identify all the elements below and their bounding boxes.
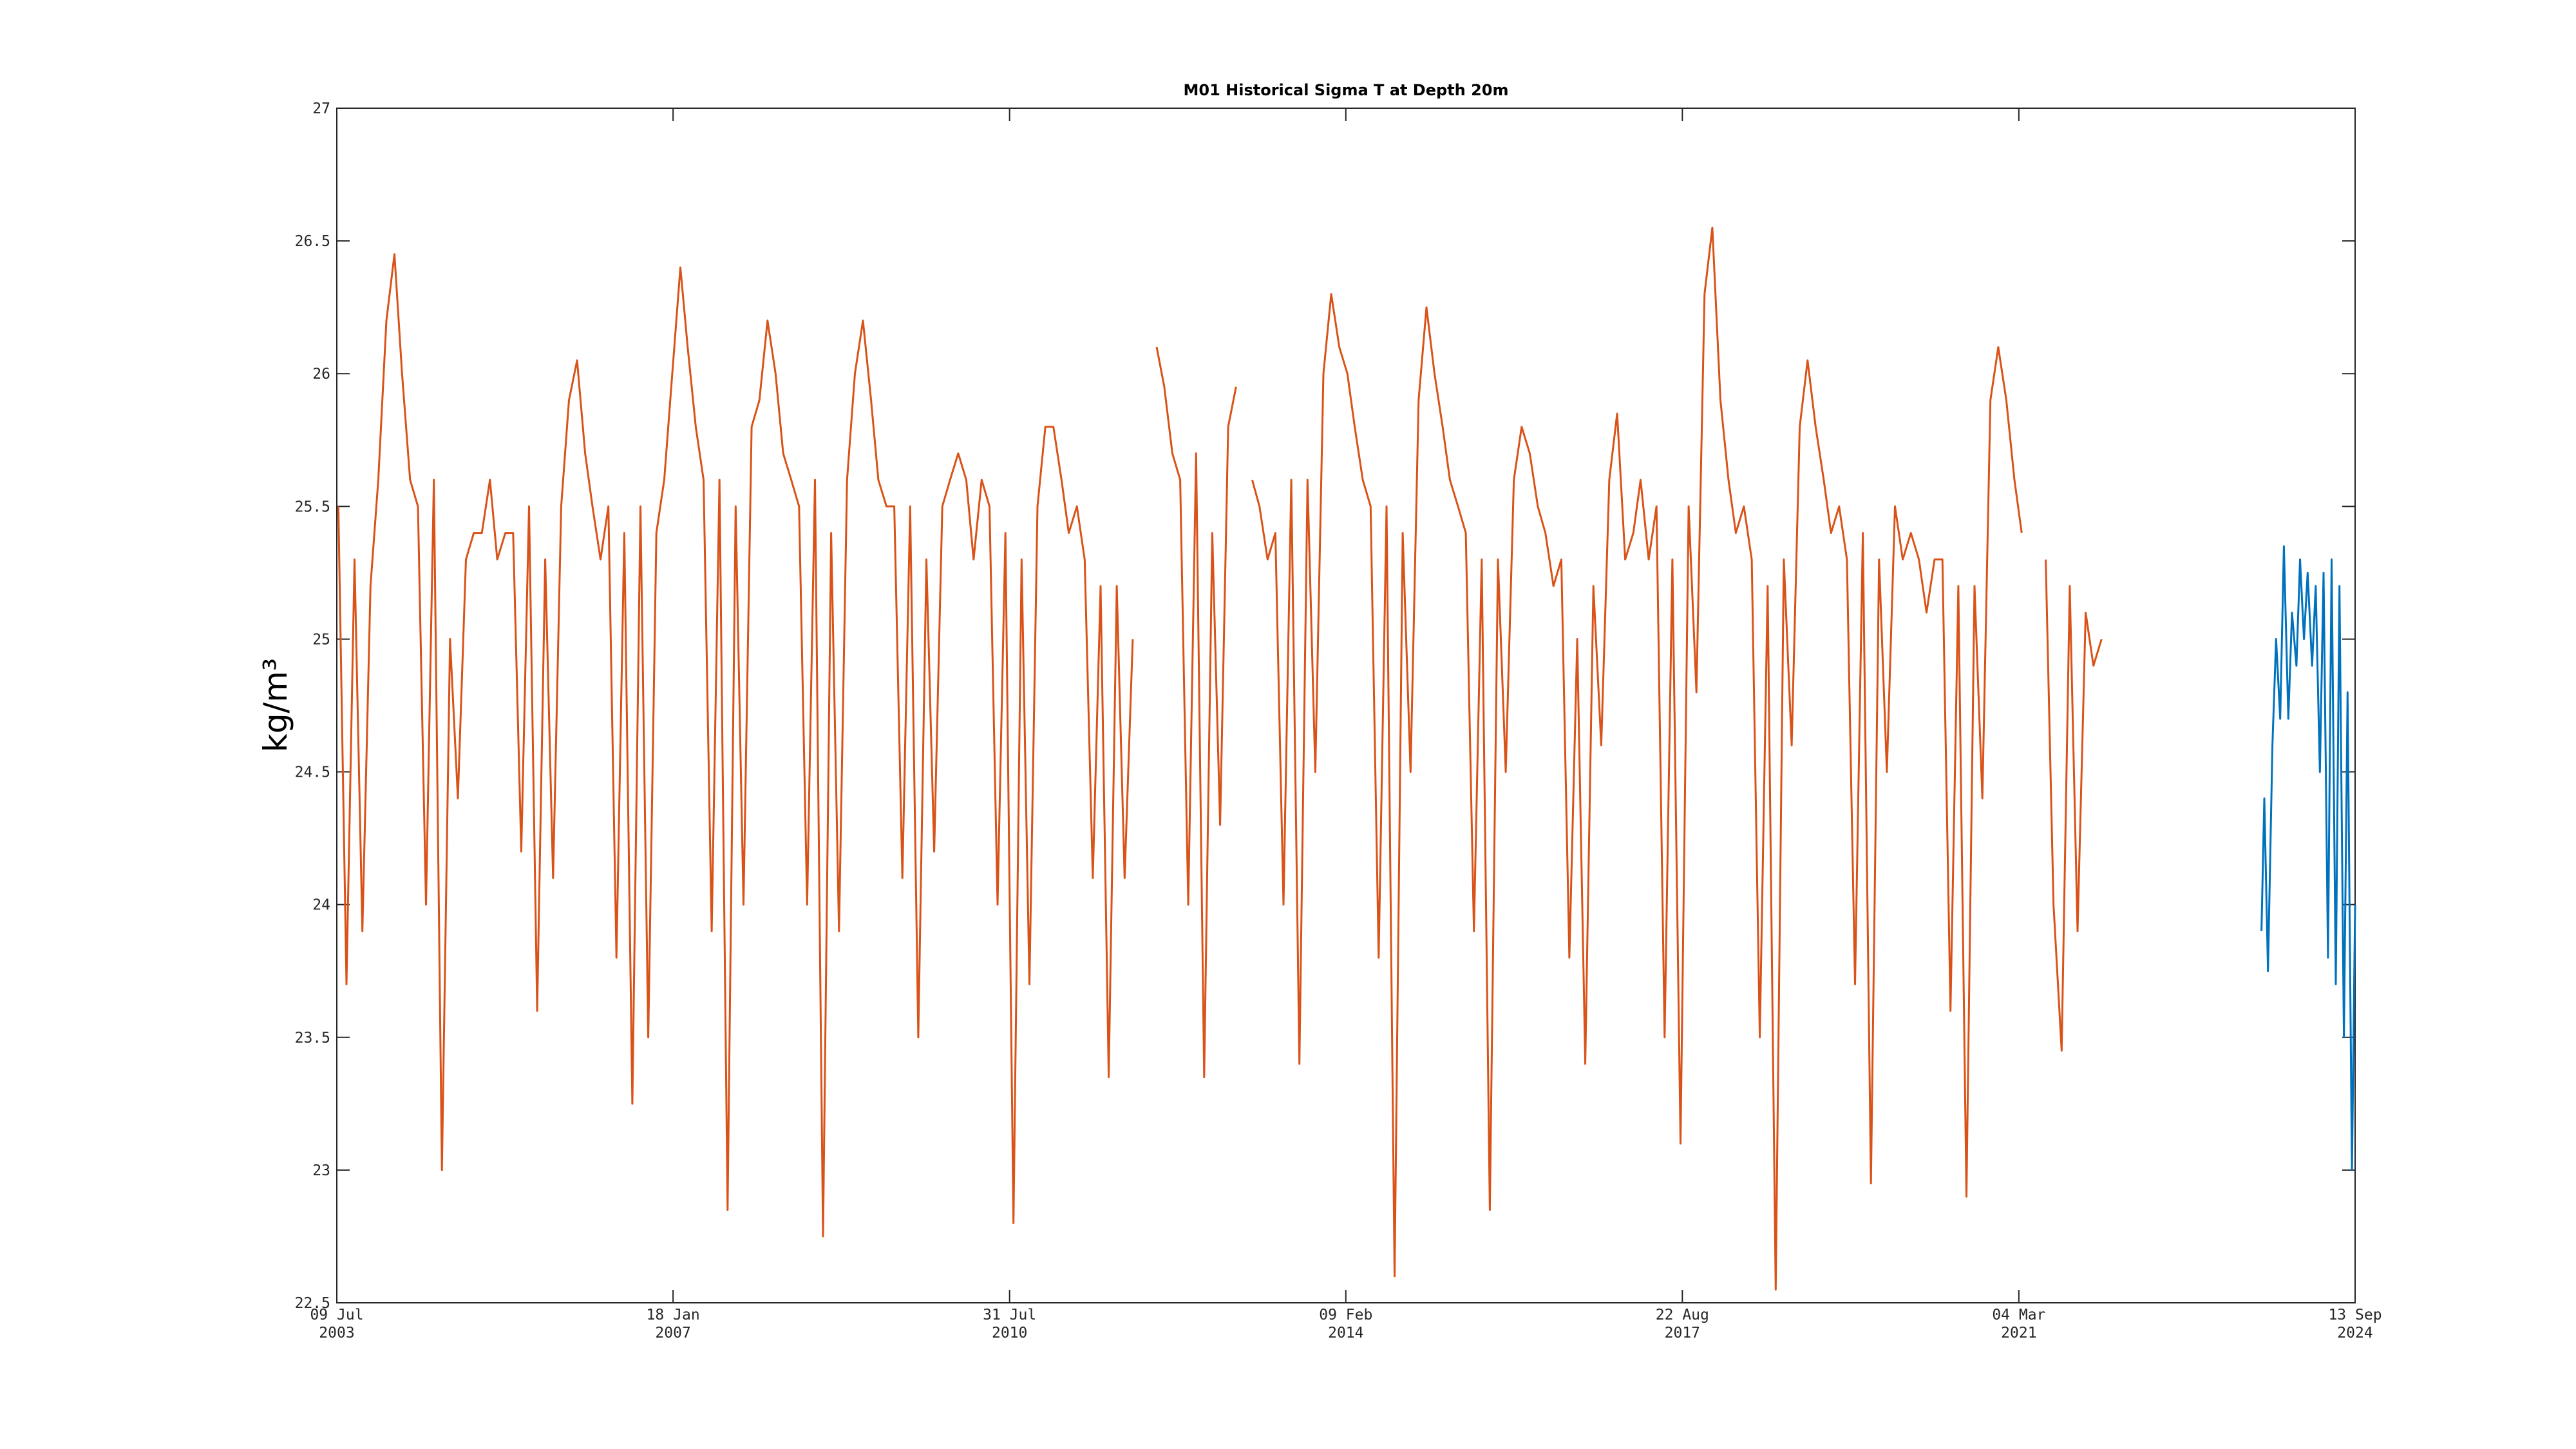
x-tick-label: 13 Sep — [2328, 1307, 2382, 1323]
x-tick-label: 2010 — [992, 1325, 1027, 1341]
y-tick-label: 25 — [312, 631, 330, 648]
x-tick-label: 2007 — [655, 1325, 690, 1341]
data-line — [337, 227, 2103, 1291]
y-tick-label: 23.5 — [295, 1030, 330, 1046]
y-tick-label: 27 — [312, 100, 330, 117]
y-tick-label: 26.5 — [295, 233, 330, 250]
x-tick-label: 2021 — [2001, 1325, 2036, 1341]
y-tick-label: 22.5 — [295, 1295, 330, 1312]
x-tick-label: 2024 — [2337, 1325, 2372, 1341]
chart-title: M01 Historical Sigma T at Depth 20m — [1184, 81, 1509, 99]
x-tick-label: 04 Mar — [1992, 1307, 2045, 1323]
y-tick-label: 24 — [312, 897, 330, 914]
data-line — [2260, 545, 2356, 1171]
x-tick-label: 2017 — [1665, 1325, 1700, 1341]
x-tick-label: 18 Jan — [647, 1307, 700, 1323]
x-tick-label: 31 Jul — [983, 1307, 1036, 1323]
x-tick-label: 09 Jul — [310, 1307, 363, 1323]
y-tick-label: 23 — [312, 1162, 330, 1179]
y-axis-label: kg/m³ — [257, 658, 294, 752]
x-tick-label: 2003 — [319, 1325, 354, 1341]
x-tick-label: 2014 — [1328, 1325, 1363, 1341]
y-tick-label: 26 — [312, 366, 330, 383]
x-tick-label: 09 Feb — [1319, 1307, 1372, 1323]
x-tick-label: 22 Aug — [1656, 1307, 1709, 1323]
y-tick-label: 25.5 — [295, 498, 330, 515]
y-tick-label: 24.5 — [295, 764, 330, 781]
